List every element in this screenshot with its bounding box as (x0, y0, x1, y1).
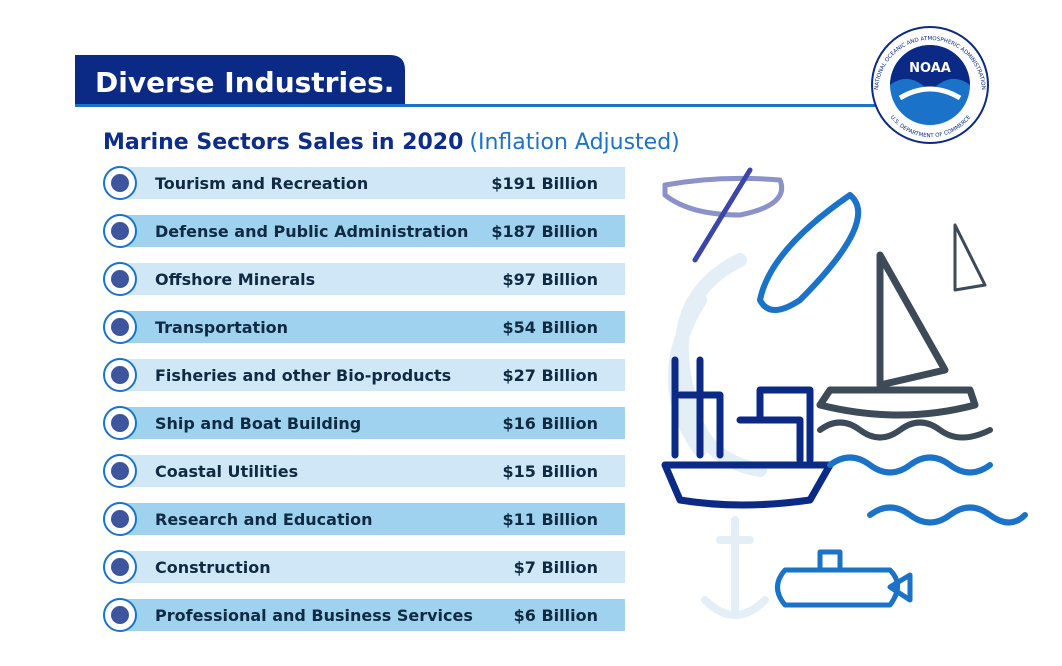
title-banner (75, 55, 405, 105)
sector-sales: $7 Billion (514, 558, 598, 577)
title: Diverse Industries. (95, 66, 394, 99)
sector-name: Defense and Public Administration (155, 222, 468, 241)
row-icon-inner (111, 462, 129, 480)
sector-name: Professional and Business Services (155, 606, 473, 625)
sector-name: Fisheries and other Bio-products (155, 366, 451, 385)
sector-name: Ship and Boat Building (155, 414, 361, 433)
row-bar (125, 263, 625, 295)
header-rule (75, 104, 880, 107)
row-bar (125, 503, 625, 535)
sector-name: Transportation (155, 318, 288, 337)
row-bar (125, 551, 625, 583)
row-icon-inner (111, 414, 129, 432)
sector-name: Offshore Minerals (155, 270, 315, 289)
row-bar (125, 599, 625, 631)
sector-sales: $27 Billion (503, 366, 598, 385)
row-icon-inner (111, 174, 129, 192)
subtitle: Marine Sectors Sales in 2020 (Inflation A… (103, 130, 680, 155)
row-bar (125, 407, 625, 439)
row-bar (125, 455, 625, 487)
row-bar (125, 359, 625, 391)
row-bar (125, 215, 625, 247)
row-icon-inner (111, 222, 129, 240)
row-icon-inner (111, 366, 129, 384)
sector-name: Research and Education (155, 510, 372, 529)
row-icon-inner (111, 270, 129, 288)
row-icon-inner (111, 606, 129, 624)
sector-table: Tourism and Recreation $191 Billion Defens… (103, 166, 625, 632)
row-bar (125, 167, 625, 199)
row-icon-inner (111, 510, 129, 528)
illustration (661, 167, 1028, 619)
sector-sales: $54 Billion (503, 318, 598, 337)
sector-sales: $191 Billion (491, 174, 598, 193)
sector-name: Construction (155, 558, 271, 577)
row-icon-inner (111, 558, 129, 576)
subtitle-note: (Inflation Adjusted) (469, 130, 679, 155)
row-icon-inner (111, 318, 129, 336)
sector-name: Coastal Utilities (155, 462, 298, 481)
sector-sales: $11 Billion (503, 510, 598, 529)
sector-sales: $187 Billion (491, 222, 598, 241)
sector-sales: $16 Billion (503, 414, 598, 433)
sector-sales: $97 Billion (503, 270, 598, 289)
sector-sales: $15 Billion (503, 462, 598, 481)
logo-name: NOAA (909, 61, 951, 76)
sector-name: Tourism and Recreation (155, 174, 368, 193)
sector-sales: $6 Billion (514, 606, 598, 625)
row-bar (125, 311, 625, 343)
subtitle-main: Marine Sectors Sales in 2020 (103, 130, 463, 155)
noaa-logo: NOAA NATIONAL OCEANIC AND ATMOSPHERIC AD… (871, 26, 989, 144)
